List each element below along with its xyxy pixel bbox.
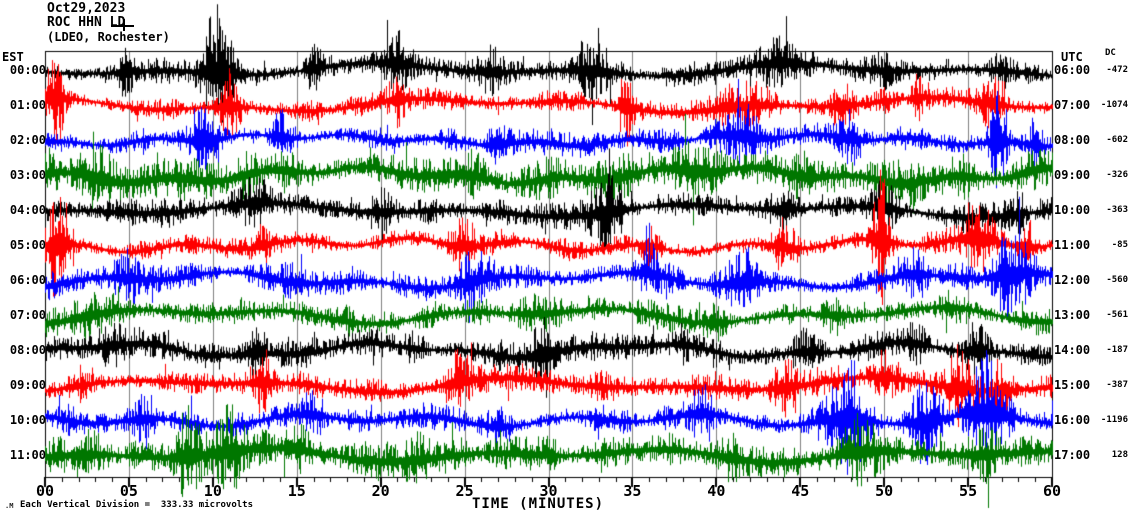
est-label: 10:00 (9, 413, 46, 427)
affiliation-label: (LDEO, Rochester) (47, 30, 170, 44)
est-label: 04:00 (9, 203, 46, 217)
utc-label: 10:00 (1054, 203, 1091, 217)
scale-marker-tick-icon (123, 19, 125, 31)
dc-value: -1074 (1100, 100, 1128, 110)
dc-value: -1196 (1100, 415, 1128, 425)
utc-label: 06:00 (1054, 63, 1091, 77)
utc-label: 12:00 (1054, 273, 1091, 287)
x-tick-label: 10 (203, 482, 222, 500)
x-tick-label: 40 (707, 482, 726, 500)
utc-label: 09:00 (1054, 168, 1091, 182)
est-label: 09:00 (9, 378, 46, 392)
est-label: 01:00 (9, 98, 46, 112)
x-tick-label: 60 (1042, 482, 1062, 500)
x-tick-label: 00 (35, 482, 55, 500)
utc-label: 08:00 (1054, 133, 1091, 147)
x-tick-label: 20 (371, 482, 390, 500)
utc-label: 07:00 (1054, 98, 1091, 112)
est-label: 02:00 (9, 133, 46, 147)
dc-value: -85 (1111, 240, 1128, 250)
dc-value: 128 (1111, 450, 1128, 460)
x-axis-label: TIME (MINUTES) (472, 496, 605, 512)
x-tick-label: 05 (119, 482, 138, 500)
station-label: ROC HHN LD (47, 15, 126, 30)
utc-label: 17:00 (1054, 448, 1091, 462)
watermark-glyph: .M (5, 502, 14, 510)
dc-axis-title: DC (1105, 48, 1116, 58)
est-label: 00:00 (9, 63, 46, 77)
utc-label: 14:00 (1054, 343, 1091, 357)
dc-value: -187 (1106, 345, 1128, 355)
est-label: 05:00 (9, 238, 46, 252)
est-label: 06:00 (9, 273, 46, 287)
left-axis-title: EST (2, 50, 24, 64)
utc-label: 13:00 (1054, 308, 1091, 322)
x-tick-label: 30 (539, 482, 558, 500)
dc-value: -602 (1106, 135, 1128, 145)
est-label: 08:00 (9, 343, 46, 357)
x-tick-label: 35 (623, 482, 642, 500)
dc-value: -560 (1106, 275, 1128, 285)
x-tick-label: 25 (455, 482, 474, 500)
est-label: 11:00 (9, 448, 46, 462)
scale-marker-icon (111, 25, 134, 27)
utc-label: 16:00 (1054, 413, 1091, 427)
x-tick-label: 15 (287, 482, 306, 500)
dc-value: -472 (1106, 65, 1128, 75)
x-tick-label: 50 (875, 482, 894, 500)
dc-value: -561 (1106, 310, 1128, 320)
right-axis-title: UTC (1061, 50, 1083, 64)
date-label: Oct29,2023 (47, 1, 126, 16)
scale-note: Each Vertical Division = 333.33 microvol… (20, 500, 253, 510)
dc-value: -363 (1106, 205, 1128, 215)
x-tick-label: 45 (791, 482, 810, 500)
x-tick-label: 55 (959, 482, 978, 500)
dc-value: -326 (1106, 170, 1128, 180)
est-label: 03:00 (9, 168, 46, 182)
dc-value: -387 (1106, 380, 1128, 390)
est-label: 07:00 (9, 308, 46, 322)
utc-label: 11:00 (1054, 238, 1091, 252)
utc-label: 15:00 (1054, 378, 1091, 392)
